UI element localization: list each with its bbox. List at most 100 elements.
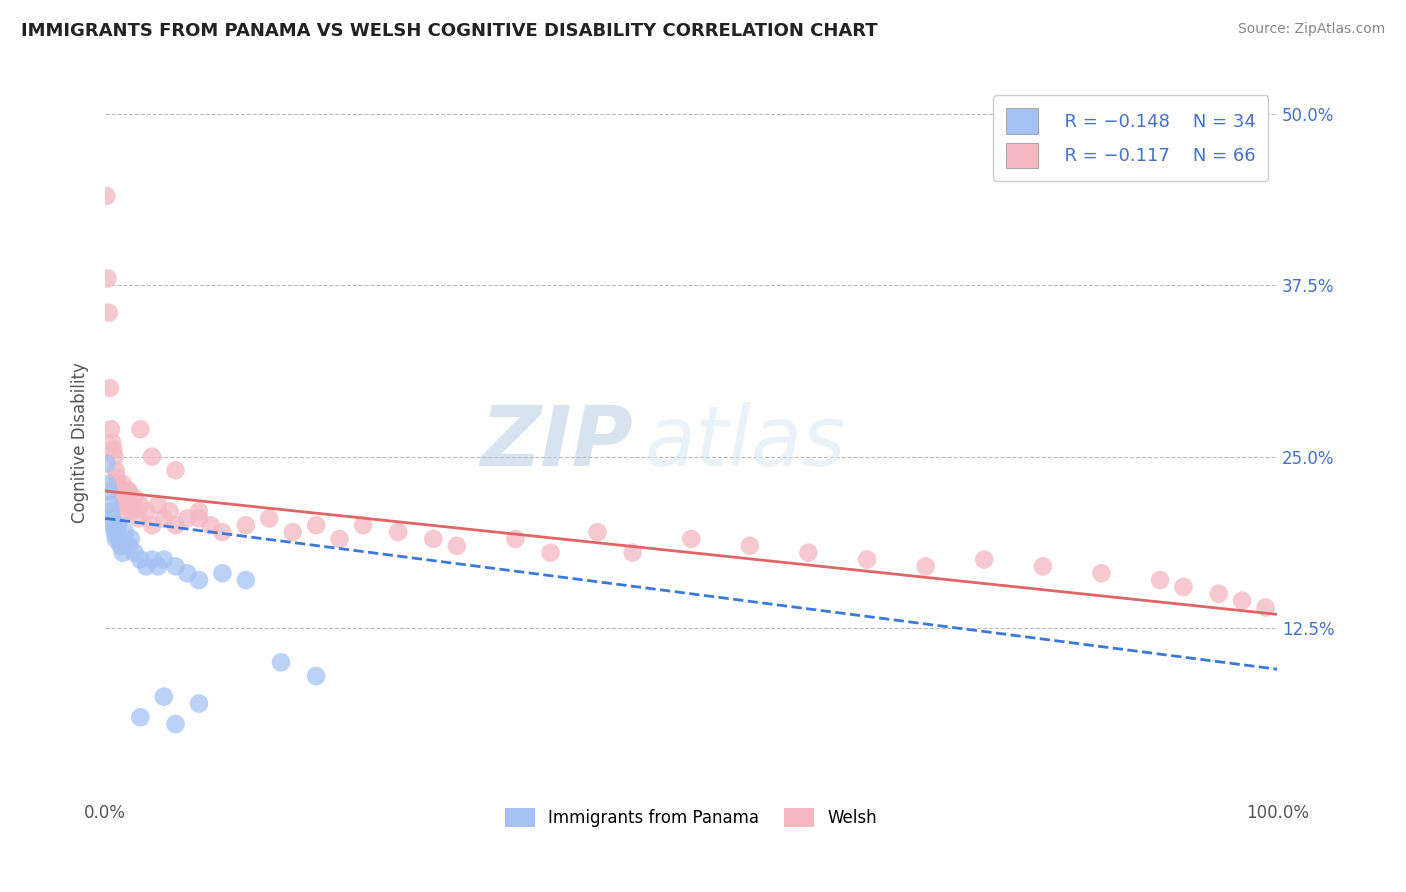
Point [100,504,122,518]
Point [114,491,136,505]
Point [120,504,142,518]
Point [96,189,118,203]
Point [114,525,136,540]
Point [103,518,125,533]
Legend: Immigrants from Panama, Welsh: Immigrants from Panama, Welsh [499,801,884,834]
Point [124,491,146,505]
Point [107,477,129,491]
Point [1208,587,1230,601]
Point [105,470,128,484]
Point [107,518,129,533]
Point [153,690,176,704]
Point [141,450,163,464]
Point [235,518,257,533]
Point [176,566,198,581]
Point [1149,573,1171,587]
Point [97,483,120,498]
Point [117,483,139,498]
Point [127,511,149,525]
Point [98,381,121,395]
Point [1032,559,1054,574]
Point [188,697,211,711]
Point [100,422,122,436]
Point [200,518,222,533]
Point [108,532,131,546]
Point [101,511,124,525]
Point [188,573,211,587]
Point [98,498,121,512]
Point [1254,600,1277,615]
Point [270,656,292,670]
Point [115,504,138,518]
Point [973,552,995,566]
Point [211,566,233,581]
Point [103,442,125,457]
Point [422,532,444,546]
Point [108,483,131,498]
Point [621,546,644,560]
Point [1230,593,1253,607]
Point [111,477,134,491]
Point [797,546,820,560]
Point [141,518,163,533]
Point [738,539,761,553]
Point [1090,566,1112,581]
Point [165,717,187,731]
Point [111,539,134,553]
Point [112,498,135,512]
Point [165,463,187,477]
Point [118,498,141,512]
Point [153,552,176,566]
Point [120,532,142,546]
Point [105,525,128,540]
Point [540,546,562,560]
Point [914,559,936,574]
Text: Source: ZipAtlas.com: Source: ZipAtlas.com [1237,22,1385,37]
Point [97,306,120,320]
Point [96,271,118,285]
Point [101,436,124,450]
Point [103,525,125,540]
Point [129,710,152,724]
Point [681,532,703,546]
Point [586,525,609,540]
Point [188,504,211,518]
Point [111,483,134,498]
Point [352,518,374,533]
Point [211,525,233,540]
Point [96,477,118,491]
Point [446,539,468,553]
Point [118,483,141,498]
Point [159,504,181,518]
Point [856,552,879,566]
Point [165,518,187,533]
Point [104,532,127,546]
Point [104,463,127,477]
Point [165,559,187,574]
Point [124,546,146,560]
Point [129,422,152,436]
Point [103,450,125,464]
Point [129,552,152,566]
Point [96,457,118,471]
Text: atlas: atlas [644,402,846,483]
Point [135,504,157,518]
Point [188,511,211,525]
Point [235,573,257,587]
Point [153,511,176,525]
Point [129,498,152,512]
Point [387,525,409,540]
Point [118,539,141,553]
Point [329,532,352,546]
Point [259,511,281,525]
Point [111,546,134,560]
Point [505,532,527,546]
Point [146,498,169,512]
Point [176,511,198,525]
Point [110,539,132,553]
Point [110,491,132,505]
Point [141,552,163,566]
Point [146,559,169,574]
Text: IMMIGRANTS FROM PANAMA VS WELSH COGNITIVE DISABILITY CORRELATION CHART: IMMIGRANTS FROM PANAMA VS WELSH COGNITIV… [21,22,877,40]
Point [1173,580,1195,594]
